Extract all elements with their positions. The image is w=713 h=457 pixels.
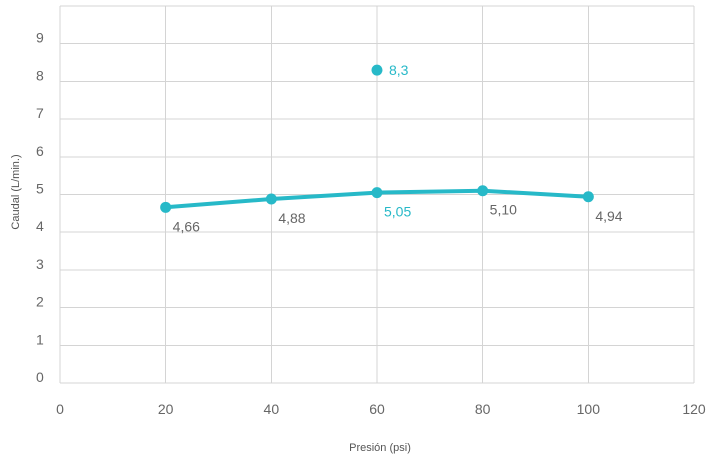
y-tick-label: 0 bbox=[36, 369, 44, 385]
data-point bbox=[582, 191, 594, 203]
y-tick-label: 5 bbox=[36, 181, 44, 197]
y-tick-label: 6 bbox=[36, 143, 44, 159]
y-tick-label: 3 bbox=[36, 256, 44, 272]
y-axis-ticks: 0 1 2 3 4 5 6 7 8 9 bbox=[36, 30, 44, 385]
data-point bbox=[477, 185, 489, 197]
data-label: 4,66 bbox=[173, 218, 200, 234]
data-label: 4,94 bbox=[595, 208, 622, 224]
data-label: 4,88 bbox=[278, 210, 305, 226]
data-point bbox=[371, 187, 383, 199]
x-tick-label: 40 bbox=[264, 401, 280, 417]
x-tick-label: 120 bbox=[682, 401, 706, 417]
data-label: 5,10 bbox=[490, 202, 517, 218]
series-layer: 4,66 4,88 5,05 5,10 4,94 8,3 bbox=[160, 62, 623, 234]
y-tick-label: 8 bbox=[36, 67, 44, 83]
y-axis-title: Caudal (L/min.) bbox=[10, 154, 22, 229]
data-label: 5,05 bbox=[384, 204, 411, 220]
x-axis-ticks: 0 20 40 60 80 100 120 bbox=[56, 401, 706, 417]
x-tick-label: 20 bbox=[158, 401, 174, 417]
data-point bbox=[160, 201, 172, 213]
y-tick-label: 1 bbox=[36, 331, 44, 347]
y-tick-label: 4 bbox=[36, 218, 44, 234]
x-tick-label: 100 bbox=[577, 401, 601, 417]
data-label: 8,3 bbox=[389, 62, 409, 78]
y-tick-label: 2 bbox=[36, 294, 44, 310]
data-point bbox=[265, 193, 277, 205]
scatter-point bbox=[371, 64, 383, 76]
x-tick-label: 0 bbox=[56, 401, 64, 417]
x-tick-label: 60 bbox=[369, 401, 385, 417]
y-tick-label: 7 bbox=[36, 105, 44, 121]
x-axis-title: Presión (psi) bbox=[349, 442, 411, 454]
x-tick-label: 80 bbox=[475, 401, 491, 417]
y-tick-label: 9 bbox=[36, 30, 44, 46]
